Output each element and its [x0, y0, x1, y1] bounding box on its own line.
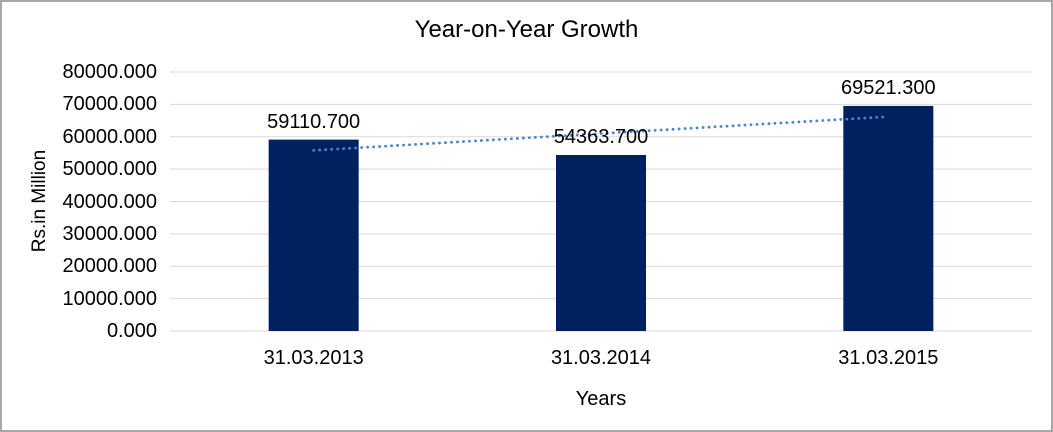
x-axis-title: Years — [575, 388, 627, 410]
bar[interactable] — [556, 154, 646, 331]
bar-value-label: 54363.700 — [553, 125, 649, 148]
y-tick-label: 80000.000 — [62, 61, 157, 83]
bar-value-label: 69521.300 — [841, 76, 936, 99]
bar[interactable] — [268, 139, 359, 331]
bar[interactable] — [843, 105, 934, 331]
trendline[interactable] — [312, 115, 890, 152]
bar-value-label: 59110.700 — [267, 110, 361, 133]
y-tick-label: 70000.000 — [62, 93, 157, 116]
y-tick-label: 60000.000 — [62, 125, 157, 148]
x-tick-label: 31.03.2015 — [838, 347, 939, 369]
y-axis-title: Rs.in Million — [29, 149, 50, 253]
x-tick-label: 31.03.2014 — [550, 347, 652, 369]
y-tick-label: 20000.000 — [62, 255, 157, 278]
y-tick-label: 40000.000 — [62, 190, 157, 213]
y-tick-label: 10000.000 — [62, 287, 157, 310]
y-tick-label: 50000.000 — [62, 158, 157, 181]
y-tick-label: 0.000 — [106, 320, 157, 342]
y-tick-label: 30000.000 — [62, 222, 157, 245]
x-tick-label: 31.03.2013 — [263, 347, 364, 369]
chart-title: Year-on-Year Growth — [414, 16, 639, 43]
